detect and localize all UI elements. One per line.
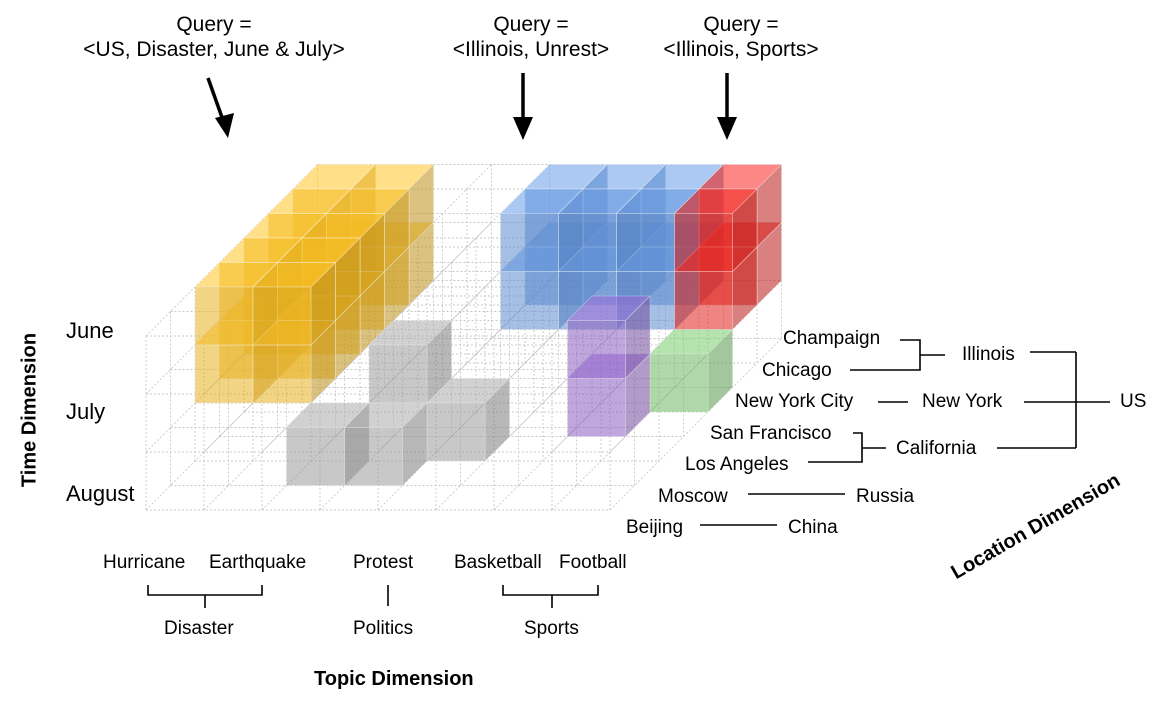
query-arrows [206,73,737,140]
sports-cell-front [674,213,733,272]
unrest-cell-front [500,213,559,272]
topic-hurricane: Hurricane [103,552,186,573]
disaster-query-line2: <US, Disaster, June & July> [83,38,345,61]
location-russia: Russia [856,486,915,507]
location-beijing: Beijing [626,517,684,538]
location-california: California [896,438,977,459]
disaster-cell-front [194,286,254,346]
disaster-cell-front [252,286,312,346]
california-cities-bracket [808,432,886,463]
location-new-york: New York [922,391,1003,412]
disaster-query-arrowhead [215,113,234,138]
purple-cell-front [567,378,626,437]
topic-disaster: Disaster [164,618,234,639]
time-august: August [66,481,135,506]
unrest-query-line2: <Illinois, Unrest> [452,38,610,61]
topic-football: Football [559,552,627,573]
topic-sports: Sports [524,618,579,639]
disaster-bracket [147,585,263,608]
unrest-cell-front [616,213,675,272]
sports-query-arrowhead [717,117,737,140]
disaster-query-label: Query = <US, Disaster, June & July> [83,12,344,62]
disaster-cell-front [252,344,312,404]
sports-query-line2: <Illinois, Sports> [663,38,819,61]
location-china: China [788,517,838,538]
location-champaign: Champaign [783,328,881,349]
gray-cell-front [344,427,403,486]
topic-earthquake: Earthquake [209,552,307,573]
unrest-query-arrowhead [513,117,533,140]
grid-line [435,338,608,511]
highlighted-cells [194,163,783,487]
location-san-francisco: San Francisco [710,423,832,444]
gray-cell-front [368,344,428,404]
location-moscow: Moscow [658,486,728,507]
topic-basketball: Basketball [454,552,542,573]
grid-line [609,338,782,511]
grid-line [145,338,318,511]
topic-dimension-title: Topic Dimension [314,668,474,690]
location-chicago: Chicago [762,360,832,381]
time-june: June [66,318,114,343]
sports-query-label: Query = <Illinois, Sports> [663,12,818,62]
location-us: US [1120,391,1147,412]
unrest-cell-front [500,271,559,330]
disaster-cell-front [194,344,254,404]
champaign-chicago-bracket [850,339,945,371]
topic-politics: Politics [353,618,414,639]
sports-cell-front [674,271,733,330]
unrest-query-label: Query = <Illinois, Unrest> [453,12,609,62]
unrest-cell-front [558,213,617,272]
time-july: July [66,399,106,424]
purple-cell-front [567,320,626,379]
time-dimension-title: Time Dimension [18,332,41,488]
topic-protest: Protest [353,552,414,573]
unrest-query-line1: Query = [493,13,569,36]
disaster-query-arrow [206,77,226,124]
hierarchy-lines [147,339,1110,608]
sports-bracket [502,585,599,608]
gray-cell-front [426,402,486,462]
sports-query-line1: Query = [703,13,779,36]
location-new-york-city: New York City [735,391,854,412]
location-illinois: Illinois [962,344,1015,365]
gray-cell-front [286,427,345,486]
green-cell-front [649,353,709,413]
disaster-query-line1: Query = [176,13,252,36]
location-los-angeles: Los Angeles [685,454,789,475]
